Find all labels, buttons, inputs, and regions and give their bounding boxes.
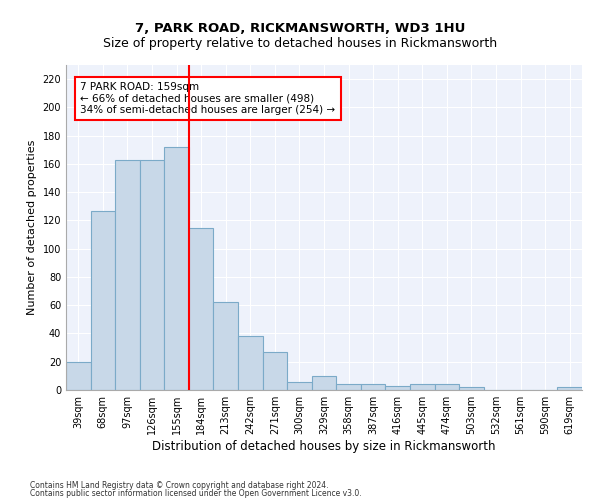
Bar: [459, 387, 484, 390]
Bar: [361, 384, 385, 390]
Y-axis label: Number of detached properties: Number of detached properties: [27, 140, 37, 315]
Text: Size of property relative to detached houses in Rickmansworth: Size of property relative to detached ho…: [103, 38, 497, 51]
Text: 7 PARK ROAD: 159sqm
← 66% of detached houses are smaller (498)
34% of semi-detac: 7 PARK ROAD: 159sqm ← 66% of detached ho…: [80, 82, 335, 115]
Bar: [214, 302, 238, 390]
Bar: [287, 382, 312, 390]
Bar: [557, 387, 582, 390]
Bar: [164, 147, 189, 390]
Bar: [434, 384, 459, 390]
Bar: [410, 384, 434, 390]
Text: 7, PARK ROAD, RICKMANSWORTH, WD3 1HU: 7, PARK ROAD, RICKMANSWORTH, WD3 1HU: [135, 22, 465, 36]
Text: Contains public sector information licensed under the Open Government Licence v3: Contains public sector information licen…: [30, 489, 362, 498]
Bar: [66, 362, 91, 390]
Bar: [115, 160, 140, 390]
Text: Contains HM Land Registry data © Crown copyright and database right 2024.: Contains HM Land Registry data © Crown c…: [30, 480, 329, 490]
Bar: [238, 336, 263, 390]
Bar: [385, 386, 410, 390]
Bar: [140, 160, 164, 390]
X-axis label: Distribution of detached houses by size in Rickmansworth: Distribution of detached houses by size …: [152, 440, 496, 453]
Bar: [189, 228, 214, 390]
Bar: [263, 352, 287, 390]
Bar: [91, 210, 115, 390]
Bar: [312, 376, 336, 390]
Bar: [336, 384, 361, 390]
